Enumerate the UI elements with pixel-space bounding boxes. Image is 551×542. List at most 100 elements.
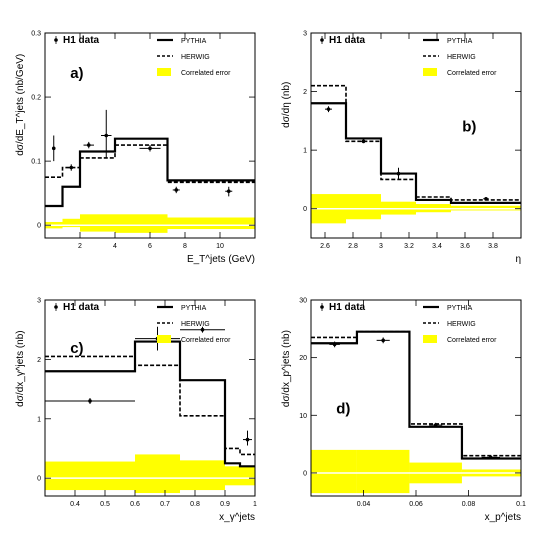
data-point: [361, 139, 366, 144]
x-tick-label: 0.08: [462, 501, 476, 508]
correlated-error-band: [167, 217, 255, 230]
legend-pythia-label: PYTHIA: [447, 38, 473, 45]
legend-correlated-swatch: [157, 335, 171, 343]
x-tick-label: 0.4: [70, 501, 80, 508]
legend-correlated-label: Correlated error: [181, 337, 231, 344]
y-tick-label: 0: [303, 206, 307, 213]
x-tick-label: 2: [78, 243, 82, 250]
x-tick-label: 0.06: [409, 501, 423, 508]
data-point: [86, 143, 91, 147]
legend-correlated-label: Correlated error: [447, 70, 497, 77]
legend-h1-label: H1 data: [329, 302, 366, 313]
x-tick-label: 0.04: [357, 501, 371, 508]
panel-label: b): [462, 118, 476, 135]
data-point: [396, 171, 401, 176]
x-axis-label: E_T^jets (GeV): [187, 254, 255, 265]
data-point: [484, 196, 488, 201]
x-axis-label: η: [515, 254, 521, 265]
data-point: [200, 327, 205, 332]
correlated-error-band: [115, 214, 168, 233]
pythia-histogram: [45, 137, 255, 208]
x-tick-label: 0.9: [220, 501, 230, 508]
y-tick-label: 1: [303, 148, 307, 155]
legend-pythia-label: PYTHIA: [447, 305, 473, 312]
legend-correlated-swatch: [423, 68, 437, 76]
y-axis-label: dσ/dx_γ^jets (nb): [15, 330, 26, 406]
x-tick-label: 1: [253, 501, 257, 508]
x-tick-label: 3.4: [432, 243, 442, 250]
legend-pythia-label: PYTHIA: [181, 38, 207, 45]
legend-herwig-label: HERWIG: [447, 54, 476, 61]
y-tick-label: 0.3: [31, 31, 41, 38]
panel-b: 2.6 2.8 3 3.2 3.4 3.6 3.8 0 1 2 3 dσ/dη (nb) η b) H1 d…: [281, 31, 522, 265]
y-tick-label: 1: [37, 416, 41, 423]
x-tick-label: 10: [216, 243, 224, 250]
data-point: [326, 107, 331, 111]
y-tick-label: 3: [303, 31, 307, 38]
herwig-histogram: [311, 330, 521, 457]
legend-herwig-label: HERWIG: [181, 321, 210, 328]
plot-frame: [44, 299, 256, 497]
x-tick-label: 3.2: [404, 243, 414, 250]
x-tick-label: 3.6: [460, 243, 470, 250]
data-point: [433, 423, 438, 427]
legend-correlated-swatch: [157, 68, 171, 76]
pythia-histogram: [45, 340, 255, 468]
y-axis-label: dσ/dη (nb): [281, 82, 292, 128]
correlated-error-band: [135, 454, 180, 494]
x-axis-label: x_γ^jets: [219, 512, 255, 523]
data-point: [174, 188, 179, 192]
correlated-error-band: [80, 214, 115, 232]
panel-c: 0.4 0.5 0.6 0.7 0.8 0.9 1 0 1 2 3 dσ/dx_γ^jets (nb)…: [15, 298, 257, 524]
legend-correlated-label: Correlated error: [181, 70, 231, 77]
x-tick-label: 0.8: [190, 501, 200, 508]
legend-h1-label: H1 data: [63, 302, 100, 313]
panel-label: a): [70, 65, 83, 82]
plot-frame: [44, 32, 256, 239]
y-tick-label: 30: [299, 298, 307, 305]
plot-frame: [310, 32, 522, 239]
pythia-histogram: [311, 102, 521, 204]
y-tick-label: 2: [303, 89, 307, 96]
x-tick-label: 0.1: [516, 501, 526, 508]
correlated-error-band: [311, 449, 357, 494]
panel-d: 0.04 0.06 0.08 0.1 0 10 20 30 dσ/dx_p^jets (nb) x…: [281, 298, 526, 524]
data-point: [88, 399, 92, 403]
legend-pythia-label: PYTHIA: [181, 305, 207, 312]
x-tick-label: 8: [183, 243, 187, 250]
herwig-histogram: [45, 355, 255, 456]
x-tick-label: 2.8: [348, 243, 358, 250]
x-tick-label: 6: [148, 243, 152, 250]
x-tick-label: 3: [379, 243, 383, 250]
x-tick-label: 2.6: [320, 243, 330, 250]
data-point: [69, 165, 74, 170]
x-tick-label: 4: [113, 243, 117, 250]
data-point: [148, 146, 152, 151]
x-tick-label: 3.8: [488, 243, 498, 250]
data-point: [104, 133, 109, 138]
x-tick-label: 0.5: [100, 501, 110, 508]
y-tick-label: 2: [37, 357, 41, 364]
panel-label: d): [336, 401, 350, 418]
y-tick-label: 0.1: [31, 159, 41, 166]
correlated-error-band: [225, 466, 240, 486]
y-axis-label: dσ/dx_p^jets (nb): [281, 330, 292, 407]
correlated-error-band: [356, 449, 410, 494]
x-tick-label: 0.6: [130, 501, 140, 508]
legend-h1-label: H1 data: [63, 35, 100, 46]
data-point: [51, 146, 56, 151]
correlated-error-band: [62, 218, 80, 228]
y-tick-label: 0: [303, 470, 307, 477]
legend-herwig-label: HERWIG: [447, 321, 476, 328]
pythia-histogram: [311, 330, 521, 460]
legend-herwig-label: HERWIG: [181, 54, 210, 61]
y-tick-label: 20: [299, 355, 307, 362]
data-point: [245, 437, 250, 442]
correlated-error-band: [240, 466, 255, 486]
y-tick-label: 10: [299, 413, 307, 420]
data-point: [489, 455, 493, 460]
panel-label: c): [70, 340, 83, 357]
data-point: [226, 189, 231, 194]
correlated-error-band: [180, 460, 225, 491]
